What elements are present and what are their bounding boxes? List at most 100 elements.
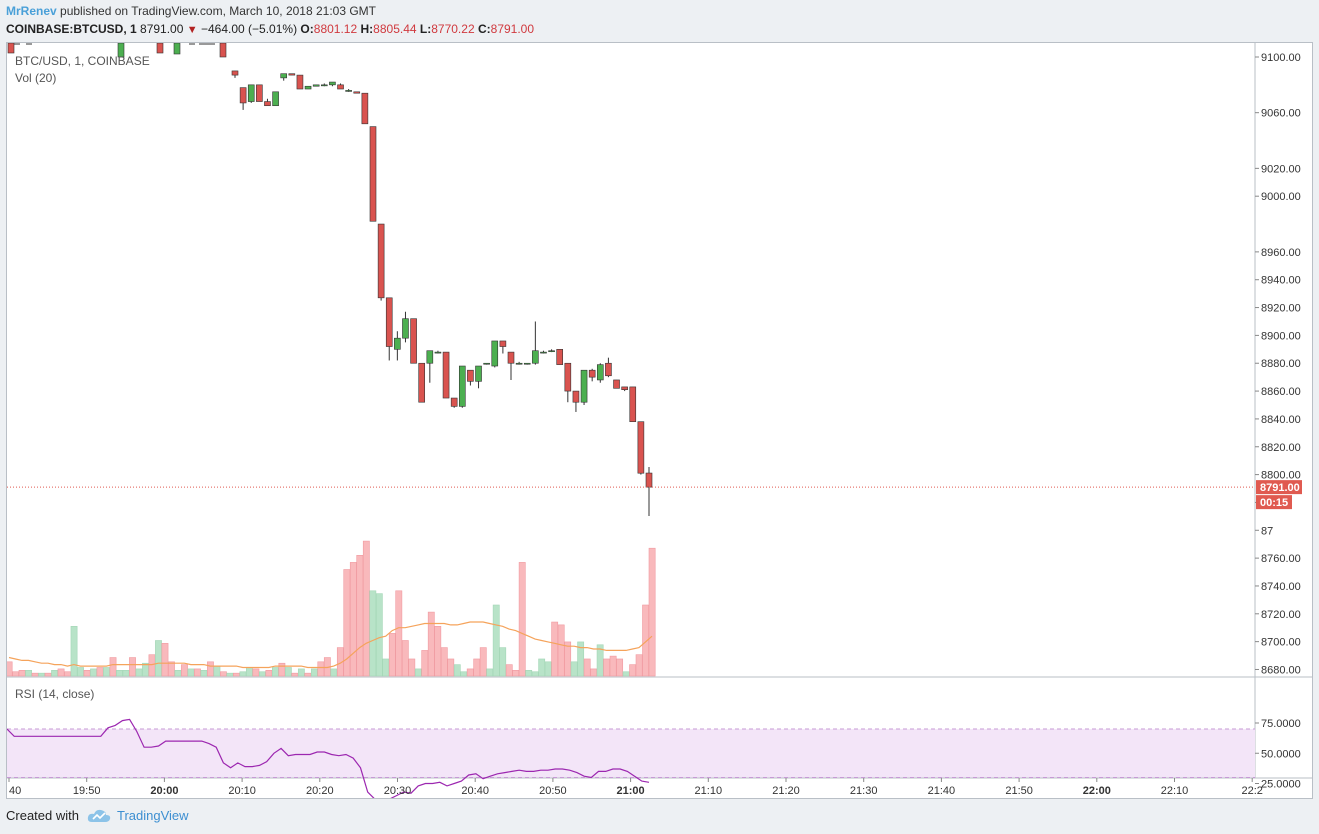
chart-svg[interactable]: 9100.00 9060.00 9020.00 9000.00 8960.00 8940.… (7, 43, 1312, 798)
symbol-label[interactable]: COINBASE:BTCUSD, 1 (6, 22, 137, 36)
candle (629, 386, 637, 423)
volume-bar (473, 658, 481, 677)
volume-bar (369, 590, 377, 677)
volume-bar (38, 672, 45, 677)
volume-bar (330, 668, 338, 677)
time-tick-label: 21:10 (695, 785, 723, 797)
rsi-tick-label: 25.0000 (1261, 779, 1301, 791)
candle (239, 87, 247, 104)
candle (507, 351, 515, 364)
volume-bar (551, 621, 559, 677)
down-triangle-icon: ▼ (186, 24, 198, 36)
candle (394, 337, 401, 350)
volume-bar (505, 664, 513, 677)
volume-bar (531, 671, 539, 677)
volume-bar (122, 670, 130, 677)
price-tick-label: 8880.00 (1261, 358, 1301, 370)
volume-bar (83, 670, 91, 677)
volume-bar (116, 670, 123, 677)
volume-legend[interactable]: Vol (20) (15, 71, 57, 85)
volume-bar (460, 671, 468, 677)
volume-bar (12, 671, 19, 677)
candle (264, 101, 271, 107)
candle (467, 369, 474, 382)
chart-frame[interactable]: 9100.00 9060.00 9020.00 9000.00 8960.00 8940.… (6, 42, 1313, 799)
volume-bar (557, 624, 565, 677)
price-tick-label: 8860.00 (1261, 386, 1301, 398)
volume-bar (388, 633, 396, 677)
volume-bar (583, 658, 591, 677)
volume-bar (207, 661, 214, 677)
volume-bar (518, 562, 526, 677)
rsi-legend[interactable]: RSI (14, close) (15, 687, 95, 701)
time-tick-label: 21:40 (928, 785, 956, 797)
change-value: −464.00 (−5.01%) (201, 22, 298, 36)
candle (621, 386, 628, 390)
candle (588, 369, 596, 378)
volume-bar (155, 640, 162, 677)
candle (312, 84, 320, 87)
volume-bar (168, 661, 175, 677)
time-tick-label: 21:30 (850, 785, 878, 797)
rsi-tick-label: 75.0000 (1261, 718, 1301, 730)
candle (369, 126, 377, 222)
candle (491, 340, 499, 367)
candle (637, 421, 645, 474)
volume-bar (629, 664, 637, 677)
time-tick-label: 20:30 (384, 785, 412, 797)
candle (329, 81, 336, 86)
candle (580, 369, 588, 403)
time-tick-label: 21:00 (617, 785, 645, 797)
volume-bar (564, 641, 572, 677)
volume-bar (544, 661, 552, 677)
open-label: O: (300, 22, 314, 36)
low-value: 8770.22 (431, 22, 475, 36)
time-tick-label: 19:50 (73, 785, 101, 797)
candle (345, 90, 352, 92)
volume-bar (174, 670, 182, 677)
tradingview-brand[interactable]: TradingView (116, 808, 189, 823)
volume-bar (239, 671, 247, 677)
volume-bar (129, 657, 136, 677)
price-tick-label: 8800.00 (1261, 470, 1301, 482)
volume-bar (90, 668, 97, 677)
volume-bar (447, 658, 455, 677)
price-tick-label: 8900.00 (1261, 330, 1301, 342)
price-tick-label: 9000.00 (1261, 191, 1301, 203)
candle (385, 297, 393, 347)
last-price-tag (1256, 480, 1302, 495)
close-value: 8791.00 (490, 22, 535, 36)
volume-bar (109, 657, 117, 677)
volume-bar (148, 654, 156, 677)
volume-bar (525, 670, 533, 677)
volume-bar (200, 670, 208, 677)
high-value: 8805.44 (373, 22, 417, 36)
volume-bar (414, 668, 422, 677)
volume-bar (609, 655, 617, 677)
candle (337, 84, 344, 90)
volume-bar (7, 661, 13, 677)
volume-bar (622, 671, 630, 677)
candle (596, 364, 604, 381)
price-tick-label: 87 (1261, 525, 1273, 537)
time-tick-label: 22:10 (1161, 785, 1189, 797)
candle (7, 43, 15, 54)
high-label: H: (360, 22, 374, 36)
candle (605, 362, 612, 377)
time-tick-label: 21:20 (772, 785, 800, 797)
price-tick-label: 8720.00 (1261, 609, 1301, 621)
price-tick-label: 8820.00 (1261, 442, 1301, 454)
volume-bar (401, 640, 409, 677)
candle (418, 362, 426, 403)
candle (613, 379, 620, 389)
candle (475, 365, 482, 382)
rsi-tick-label: 50.0000 (1261, 748, 1301, 760)
volume-bar (51, 670, 58, 677)
candle (231, 70, 239, 76)
volume-bar (616, 658, 624, 677)
author-link[interactable]: MrRenev (6, 4, 57, 18)
volume-bar (233, 672, 240, 677)
time-tick-label: 22:2 (1241, 785, 1262, 797)
open-value: 8801.12 (313, 22, 358, 36)
price-legend[interactable]: BTC/USD, 1, COINBASE (15, 54, 150, 68)
